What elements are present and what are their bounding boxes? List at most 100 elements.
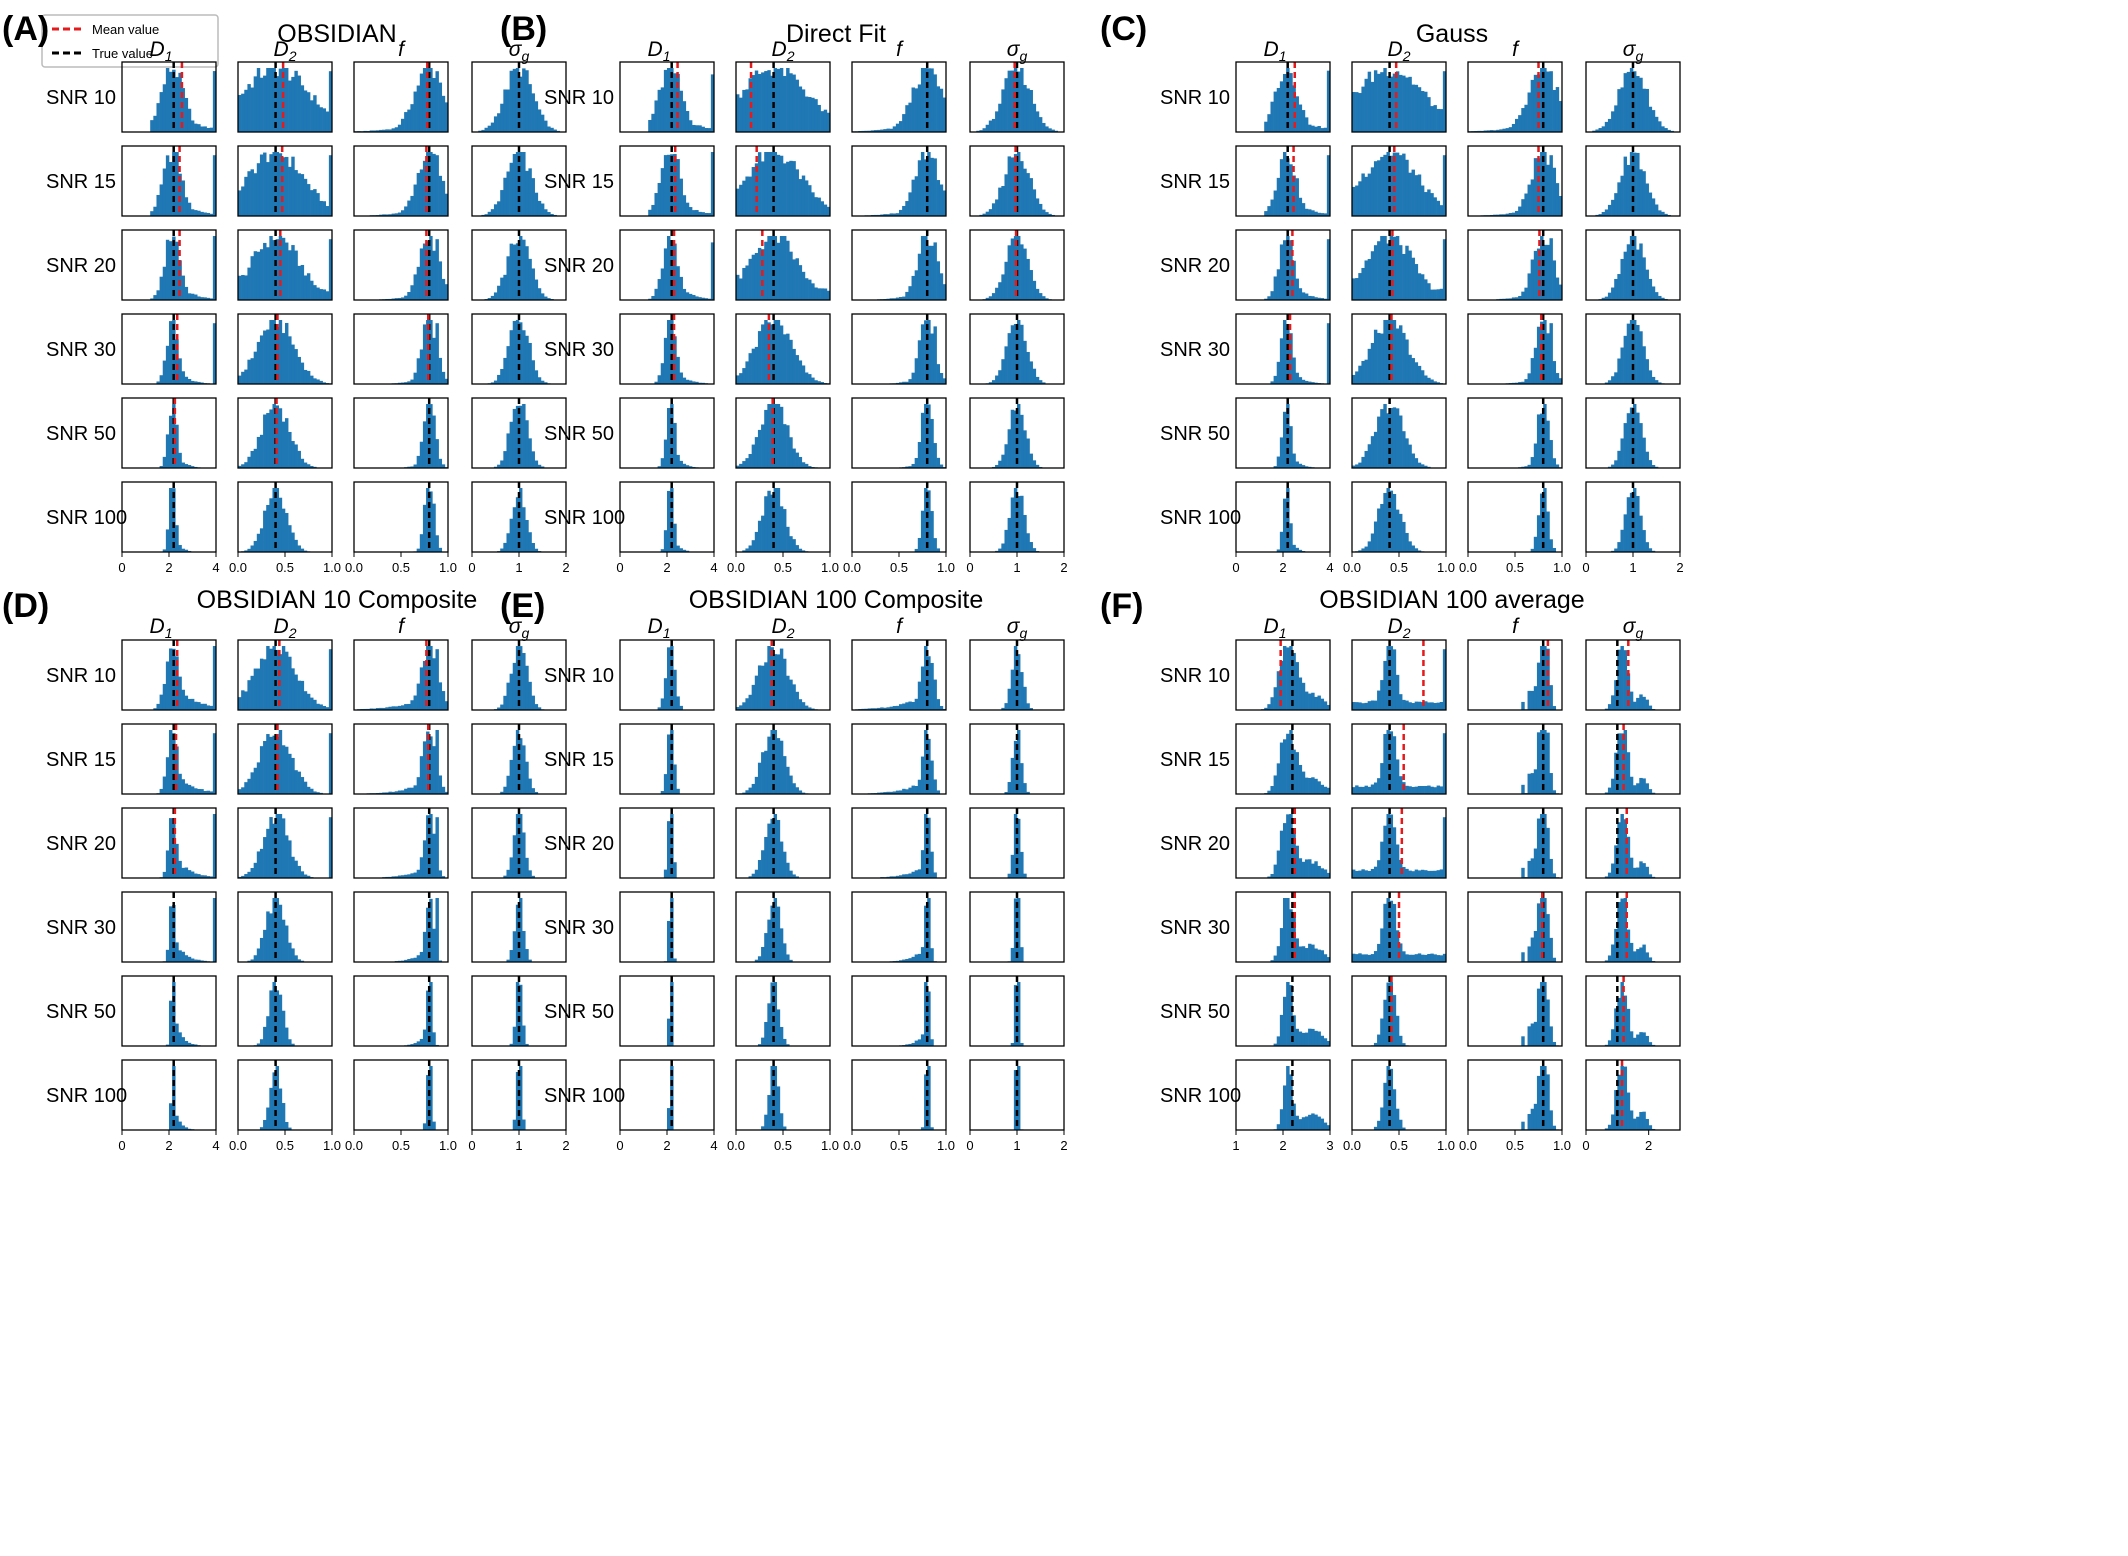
- histogram-f: 0.0 0.5 1.0: [843, 481, 955, 575]
- hist-bar: [1051, 129, 1055, 132]
- hist-bar: [679, 178, 683, 216]
- hist-bar: [1614, 193, 1618, 216]
- histogram-f: [851, 807, 947, 879]
- hist-bar: [1038, 117, 1043, 132]
- hist-bar: [801, 462, 806, 468]
- histogram-f: [851, 229, 947, 301]
- histogram-sigma_g: [471, 61, 567, 133]
- hist-bar: [783, 334, 787, 384]
- hist-bar: [429, 982, 433, 1046]
- snr-label: SNR 30: [46, 339, 116, 361]
- hist-bar: [924, 320, 928, 384]
- hist-bar: [1639, 169, 1643, 216]
- hist-bar: [742, 461, 746, 468]
- hist-bar: [1414, 458, 1419, 468]
- hist-bar: [1420, 185, 1425, 216]
- hist-bar: [416, 683, 421, 710]
- axes-frame: [851, 891, 947, 963]
- hist-bar: [1383, 734, 1387, 794]
- hist-bar: [786, 240, 790, 300]
- hist-bar: [379, 129, 383, 132]
- hist-bar: [178, 545, 182, 552]
- x-tick-label: 0.5: [392, 1138, 410, 1153]
- hist-bar: [379, 214, 383, 216]
- hist-bar: [493, 380, 498, 384]
- hist-bar: [1636, 325, 1640, 384]
- hist-bar: [899, 209, 903, 216]
- hist-bar: [259, 658, 264, 710]
- hist-bar: [438, 82, 443, 132]
- axes-frame: [1585, 807, 1681, 879]
- x-tick-label: 0: [1232, 560, 1239, 575]
- hist-bar: [1546, 648, 1550, 710]
- hist-bar: [238, 275, 242, 300]
- hist-bar: [419, 441, 424, 468]
- hist-bar: [685, 465, 690, 468]
- snr-label: SNR 10: [544, 665, 614, 687]
- hist-bar: [930, 851, 934, 878]
- hist-bar: [522, 832, 526, 878]
- hist-bar: [1358, 550, 1362, 552]
- hist-bar: [1355, 870, 1359, 878]
- hist-bar: [1273, 375, 1278, 384]
- hist-bar: [902, 959, 906, 962]
- hist-bar: [1439, 288, 1444, 300]
- hist-bar: [190, 120, 195, 132]
- hist-bar: [914, 1040, 919, 1046]
- hist-bar: [419, 534, 424, 552]
- hist-bar: [1607, 955, 1612, 962]
- hist-bar: [779, 841, 784, 878]
- hist-bar: [670, 898, 674, 962]
- hist-bar: [1298, 377, 1303, 384]
- hist-bar: [908, 1043, 912, 1046]
- hist-bar: [1411, 871, 1415, 878]
- hist-bar: [1648, 1042, 1653, 1046]
- hist-bar: [1642, 346, 1646, 384]
- hist-bar: [253, 76, 258, 132]
- hist-bar: [1427, 785, 1431, 794]
- hist-bar: [1414, 264, 1419, 300]
- param-header: D2: [1388, 38, 1411, 64]
- hist-bar: [269, 913, 273, 962]
- hist-bar: [1546, 827, 1550, 878]
- hist-bar: [679, 90, 683, 132]
- hist-bar: [1032, 460, 1037, 468]
- hist-bar: [892, 791, 897, 794]
- hist-bar: [930, 157, 934, 216]
- hist-bar: [509, 243, 514, 300]
- hist-bar: [695, 296, 699, 300]
- hist-bar: [657, 466, 662, 468]
- hist-bar: [789, 679, 793, 710]
- hist-bar: [1405, 438, 1409, 468]
- hist-bar: [238, 697, 242, 710]
- hist-bar: [1355, 371, 1359, 384]
- hist-bar: [920, 756, 925, 794]
- hist-bar: [285, 835, 289, 878]
- hist-bar: [1530, 937, 1535, 962]
- hist-bar: [1045, 212, 1049, 216]
- histogram-D1: [121, 639, 217, 711]
- axes-frame: [1351, 61, 1447, 133]
- hist-bar: [736, 188, 740, 216]
- hist-bar: [902, 205, 906, 216]
- hist-bar: [178, 950, 182, 962]
- hist-bar: [995, 287, 999, 300]
- hist-bar: [670, 982, 674, 1046]
- hist-bar: [1417, 365, 1422, 384]
- hist-bar: [1289, 646, 1293, 710]
- hist-bar: [761, 515, 765, 552]
- hist-bar: [1405, 339, 1409, 384]
- hist-bar: [908, 102, 912, 132]
- hist-bar: [1633, 1037, 1637, 1046]
- hist-bar: [1439, 701, 1444, 710]
- hist-bar: [1414, 786, 1419, 794]
- hist-bar: [1320, 128, 1325, 132]
- x-tick-label: 0: [468, 560, 475, 575]
- hist-bar: [764, 409, 768, 468]
- histogram-f: [353, 639, 449, 711]
- hist-bar: [695, 381, 699, 384]
- hist-bar: [165, 949, 170, 962]
- hist-bar: [306, 786, 311, 794]
- histogram-sigma_g: [969, 313, 1065, 385]
